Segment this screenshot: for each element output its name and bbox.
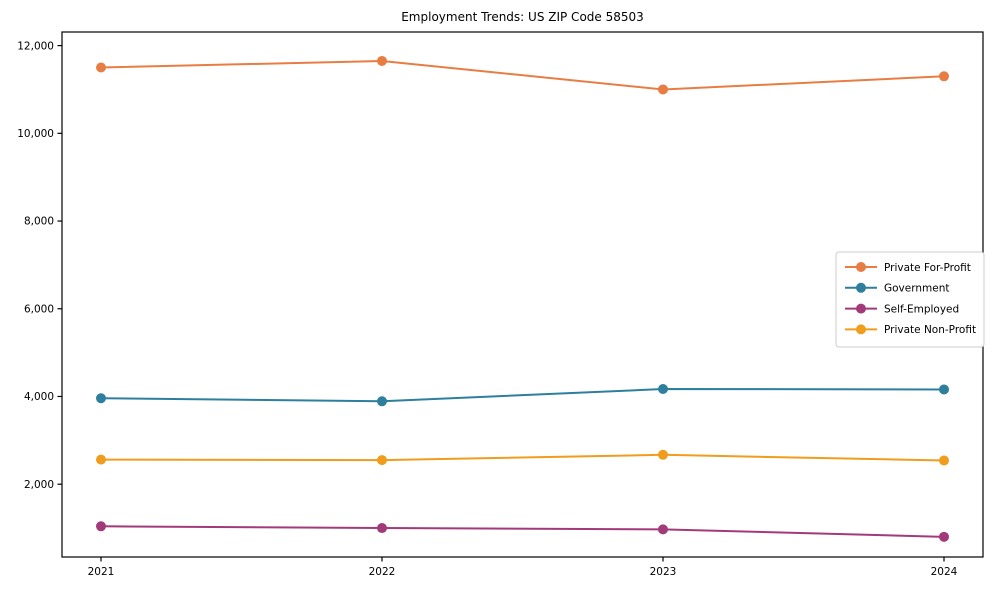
y-tick-label: 8,000 <box>24 216 54 228</box>
legend-box <box>835 251 985 348</box>
data-point-self-employed <box>377 523 387 534</box>
legend-marker <box>856 324 866 335</box>
x-tick-label: 2021 <box>88 566 115 578</box>
legend-label: Government <box>884 283 949 295</box>
data-point-self-employed <box>658 524 668 535</box>
data-point-government <box>96 393 106 404</box>
legend-marker <box>856 303 866 314</box>
y-tick-label: 2,000 <box>24 479 54 491</box>
x-tick-label: 2024 <box>931 566 958 578</box>
data-point-private-for-profit <box>377 55 387 66</box>
data-point-private-non-profit <box>658 449 668 460</box>
data-point-government <box>939 384 949 395</box>
legend-label: Private Non-Profit <box>884 324 976 336</box>
data-point-government <box>658 384 668 395</box>
data-point-government <box>377 396 387 407</box>
data-point-private-for-profit <box>939 71 949 82</box>
series-line-private-non-profit <box>100 453 945 462</box>
data-point-private-non-profit <box>377 455 387 466</box>
data-point-private-for-profit <box>96 62 106 73</box>
series-line-private-for-profit <box>100 59 945 91</box>
data-point-private-non-profit <box>96 454 106 465</box>
data-point-private-non-profit <box>939 455 949 466</box>
y-tick-label: 12,000 <box>17 40 54 52</box>
series-line-self-employed <box>100 525 945 538</box>
data-point-self-employed <box>939 531 949 542</box>
x-tick-label: 2022 <box>369 566 396 578</box>
data-point-private-for-profit <box>658 84 668 95</box>
legend-label: Private For-Profit <box>884 262 971 274</box>
y-tick-label: 4,000 <box>24 391 54 403</box>
y-tick-label: 10,000 <box>17 128 54 140</box>
legend-label: Self-Employed <box>884 303 959 315</box>
chart-title: Employment Trends: US ZIP Code 58503 <box>401 10 644 24</box>
data-point-self-employed <box>96 521 106 532</box>
y-tick-label: 6,000 <box>24 303 54 315</box>
legend-marker <box>856 262 866 272</box>
legend-marker <box>856 282 866 293</box>
series-line-government <box>100 388 945 403</box>
x-tick-label: 2023 <box>650 566 677 578</box>
